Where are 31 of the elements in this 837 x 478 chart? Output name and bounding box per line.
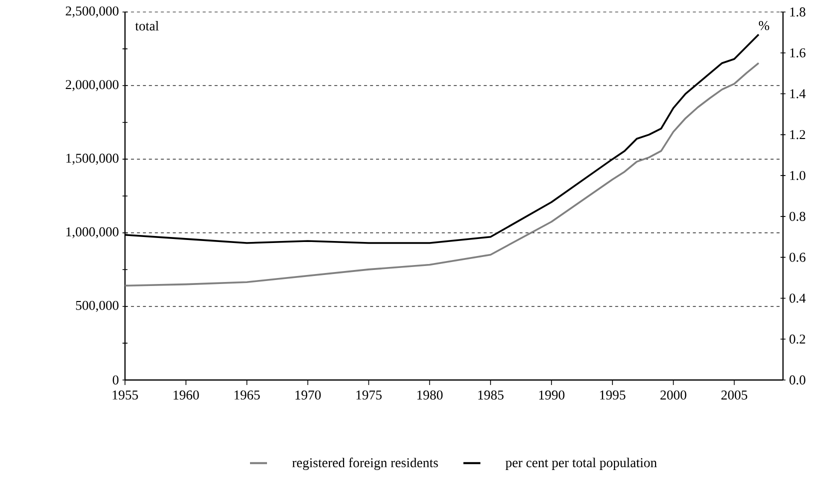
y2-tick-label: 1.8 — [790, 7, 806, 17]
x-tick-label: 1970 — [296, 390, 321, 400]
x-tick-label: 1955 — [112, 390, 138, 400]
x-tick-label: 1965 — [234, 390, 260, 400]
x-tick-label: 2000 — [660, 390, 686, 400]
y2-tick-label: 1.0 — [790, 170, 806, 180]
y-tick-label: 0 — [112, 375, 118, 385]
y-tick-label: 1,000,000 — [66, 227, 118, 238]
y2-axis-title: % — [758, 21, 770, 30]
x-tick-label: 1985 — [478, 390, 504, 400]
x-tick-label: 1990 — [539, 390, 564, 400]
y-tick-label: 500,000 — [76, 300, 118, 312]
legend-label: per cent per total population — [506, 458, 657, 470]
y-tick-label: 2,500,000 — [66, 6, 118, 18]
y2-tick-label: 0.0 — [790, 375, 806, 385]
x-tick-label: 1995 — [600, 390, 626, 400]
x-tick-label: 1975 — [356, 390, 382, 400]
y-axis-title: total — [135, 21, 159, 30]
y-tick-label: 2,000,000 — [66, 80, 118, 92]
y2-tick-label: 1.6 — [790, 48, 806, 58]
x-tick-label: 1960 — [174, 390, 199, 400]
x-tick-label: 1980 — [417, 390, 443, 400]
legend-label: registered foreign residents — [292, 458, 438, 470]
y2-tick-label: 0.2 — [790, 334, 806, 344]
y2-tick-label: 1.4 — [790, 89, 806, 98]
y2-tick-label: 1.2 — [790, 130, 806, 140]
y-tick-label: 1,500,000 — [66, 154, 118, 165]
y2-tick-label: 0.8 — [790, 212, 806, 222]
y2-tick-label: 0.6 — [790, 252, 806, 262]
y2-tick-label: 0.4 — [790, 294, 806, 303]
x-tick-label: 2005 — [721, 390, 748, 400]
